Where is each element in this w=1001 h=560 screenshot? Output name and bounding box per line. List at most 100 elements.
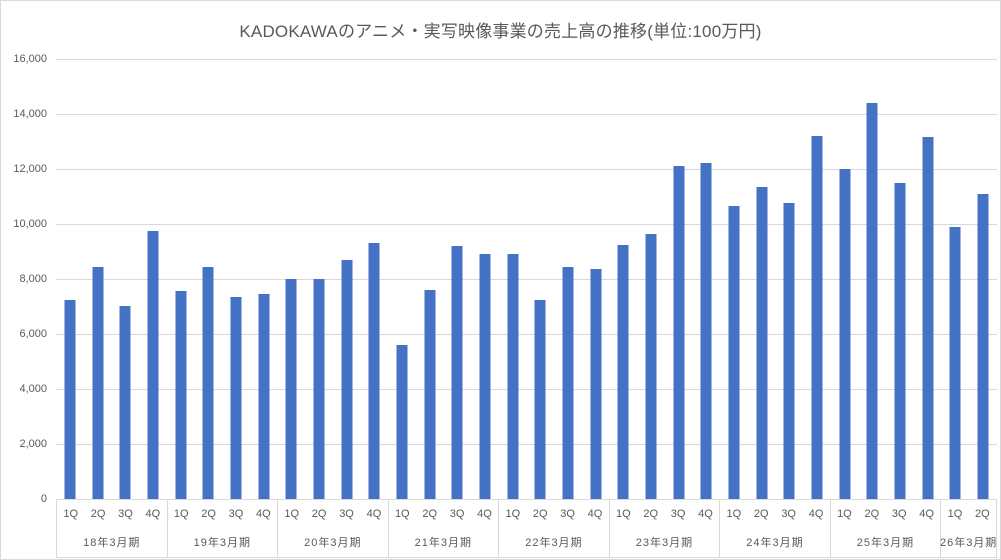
x-axis-quarter-label: 4Q bbox=[808, 507, 824, 520]
bar-slot bbox=[388, 59, 416, 499]
y-axis-tick-label: 6,000 bbox=[19, 328, 47, 340]
bar-slot bbox=[526, 59, 554, 499]
bar-slot bbox=[914, 59, 942, 499]
bar-25年3月期-3Q bbox=[894, 183, 906, 499]
gridline bbox=[56, 114, 997, 115]
y-axis-tick-label: 0 bbox=[40, 493, 47, 505]
bar-slot bbox=[250, 59, 278, 499]
x-axis-quarter-label: 3Q bbox=[781, 507, 796, 520]
bar-slot bbox=[139, 59, 167, 499]
bar-slot bbox=[692, 59, 720, 499]
x-axis-quarter-row: 1Q 2Q 3Q 4Q bbox=[278, 500, 388, 527]
bar-slot bbox=[858, 59, 886, 499]
bar-slot bbox=[471, 59, 499, 499]
x-axis-quarter-label: 2Q bbox=[311, 507, 327, 520]
bar-24年3月期-4Q bbox=[811, 136, 823, 499]
x-axis: 1Q 2Q 3Q 4Q 18年3月期 1Q 2Q 3Q 4Q 19年3月期 1Q 2Q 3Q 4Q 20年3… bbox=[56, 499, 997, 558]
bar-slot bbox=[775, 59, 803, 499]
x-axis-quarter-label: 2Q bbox=[201, 507, 216, 520]
x-axis-quarter-label: 3Q bbox=[560, 507, 575, 520]
bar-20年3月期-3Q bbox=[341, 260, 353, 499]
x-axis-quarter-row: 1Q 2Q 3Q 4Q bbox=[57, 500, 167, 527]
y-axis-tick-label: 2,000 bbox=[19, 438, 47, 450]
bar-19年3月期-3Q bbox=[230, 297, 242, 499]
x-axis-quarter-label: 2Q bbox=[753, 507, 769, 520]
bar-slot bbox=[84, 59, 112, 499]
x-axis-quarter-label: 1Q bbox=[173, 507, 189, 520]
x-axis-quarter-label: 4Q bbox=[698, 507, 713, 520]
x-axis-year-label: 22年3月期 bbox=[525, 537, 583, 549]
bar-24年3月期-3Q bbox=[783, 203, 795, 499]
x-axis-quarter-row: 1Q 2Q 3Q 4Q bbox=[499, 500, 609, 527]
x-axis-quarter-label: 4Q bbox=[145, 507, 161, 520]
bar-23年3月期-4Q bbox=[700, 163, 712, 499]
bar-21年3月期-3Q bbox=[451, 246, 463, 499]
bar-series bbox=[56, 59, 997, 499]
bar-slot bbox=[803, 59, 831, 499]
bar-slot bbox=[360, 59, 388, 499]
bar-18年3月期-1Q bbox=[64, 300, 76, 499]
x-axis-quarter-label: 3Q bbox=[449, 507, 465, 520]
bar-23年3月期-2Q bbox=[645, 234, 657, 499]
y-axis-tick-label: 14,000 bbox=[13, 108, 47, 120]
bar-25年3月期-4Q bbox=[922, 137, 934, 499]
bar-20年3月期-1Q bbox=[285, 279, 297, 499]
x-axis-year-label: 23年3月期 bbox=[635, 537, 694, 549]
x-axis-quarter-row: 1Q 2Q 3Q 4Q bbox=[389, 500, 499, 527]
bar-slot bbox=[831, 59, 859, 499]
x-axis-quarter-row: 1Q 2Q 3Q 4Q bbox=[831, 500, 941, 527]
bar-slot bbox=[499, 59, 527, 499]
y-axis-tick-label: 10,000 bbox=[13, 218, 47, 230]
x-axis-year-label: 26年3月期 bbox=[939, 537, 998, 549]
x-axis-year-group: 1Q 2Q 3Q 4Q 22年3月期 bbox=[498, 500, 609, 557]
x-axis-quarter-label: 3Q bbox=[228, 507, 244, 520]
x-axis-year-label: 18年3月期 bbox=[83, 537, 141, 549]
gridline bbox=[56, 224, 997, 225]
gridline bbox=[56, 169, 997, 170]
x-axis-quarter-label: 3Q bbox=[118, 507, 133, 520]
bar-24年3月期-2Q bbox=[756, 187, 768, 499]
bar-18年3月期-2Q bbox=[92, 267, 103, 499]
x-axis-quarter-label: 1Q bbox=[394, 507, 410, 520]
x-axis-quarter-label: 3Q bbox=[670, 507, 686, 520]
x-axis-year-group: 1Q 2Q 3Q 4Q 21年3月期 bbox=[387, 500, 499, 557]
bar-20年3月期-4Q bbox=[368, 243, 380, 499]
bar-18年3月期-3Q bbox=[119, 306, 131, 499]
x-axis-year-group: 1Q 2Q 3Q 4Q 20年3月期 bbox=[277, 500, 388, 557]
bar-21年3月期-1Q bbox=[396, 345, 408, 499]
chart-title: KADOKAWAのアニメ・実写映像事業の売上高の推移(単位:100万円) bbox=[239, 22, 762, 41]
x-axis-quarter-label: 4Q bbox=[919, 507, 934, 520]
bar-slot bbox=[167, 59, 195, 499]
bar-25年3月期-1Q bbox=[839, 169, 851, 499]
x-axis-quarter-label: 4Q bbox=[366, 507, 382, 520]
bar-24年3月期-1Q bbox=[728, 206, 740, 499]
x-axis-quarter-label: 2Q bbox=[422, 507, 438, 520]
bar-21年3月期-2Q bbox=[424, 290, 436, 499]
plot-area bbox=[56, 59, 997, 499]
x-axis-year-group: 1Q 2Q 3Q 4Q 25年3月期 bbox=[829, 500, 941, 557]
x-axis-quarter-label: 1Q bbox=[616, 507, 631, 520]
bar-19年3月期-1Q bbox=[175, 291, 187, 499]
x-axis-quarter-label: 1Q bbox=[837, 507, 852, 520]
x-axis-quarter-label: 1Q bbox=[284, 507, 300, 520]
gridline bbox=[56, 59, 997, 60]
bar-19年3月期-2Q bbox=[202, 267, 214, 499]
bar-19年3月期-4Q bbox=[258, 294, 270, 499]
x-axis-year-label: 24年3月期 bbox=[746, 537, 804, 549]
bar-slot bbox=[333, 59, 361, 499]
bar-slot bbox=[886, 59, 914, 499]
x-axis-quarter-label: 4Q bbox=[587, 507, 603, 520]
y-axis: 0 2,000 4,000 6,000 8,000 10,000 12,000 14,000 1… bbox=[1, 1, 47, 559]
x-axis-quarter-label: 2Q bbox=[532, 507, 548, 520]
bar-slot bbox=[416, 59, 444, 499]
x-axis-quarter-label: 4Q bbox=[477, 507, 492, 520]
x-axis-year-label: 21年3月期 bbox=[414, 537, 473, 549]
bar-slot bbox=[56, 59, 84, 499]
bar-slot bbox=[609, 59, 637, 499]
bar-slot bbox=[665, 59, 693, 499]
bar-slot bbox=[942, 59, 970, 499]
bar-26年3月期-1Q bbox=[949, 227, 961, 499]
x-axis-quarter-label: 1Q bbox=[505, 507, 521, 520]
x-axis-year-label: 20年3月期 bbox=[304, 537, 362, 549]
